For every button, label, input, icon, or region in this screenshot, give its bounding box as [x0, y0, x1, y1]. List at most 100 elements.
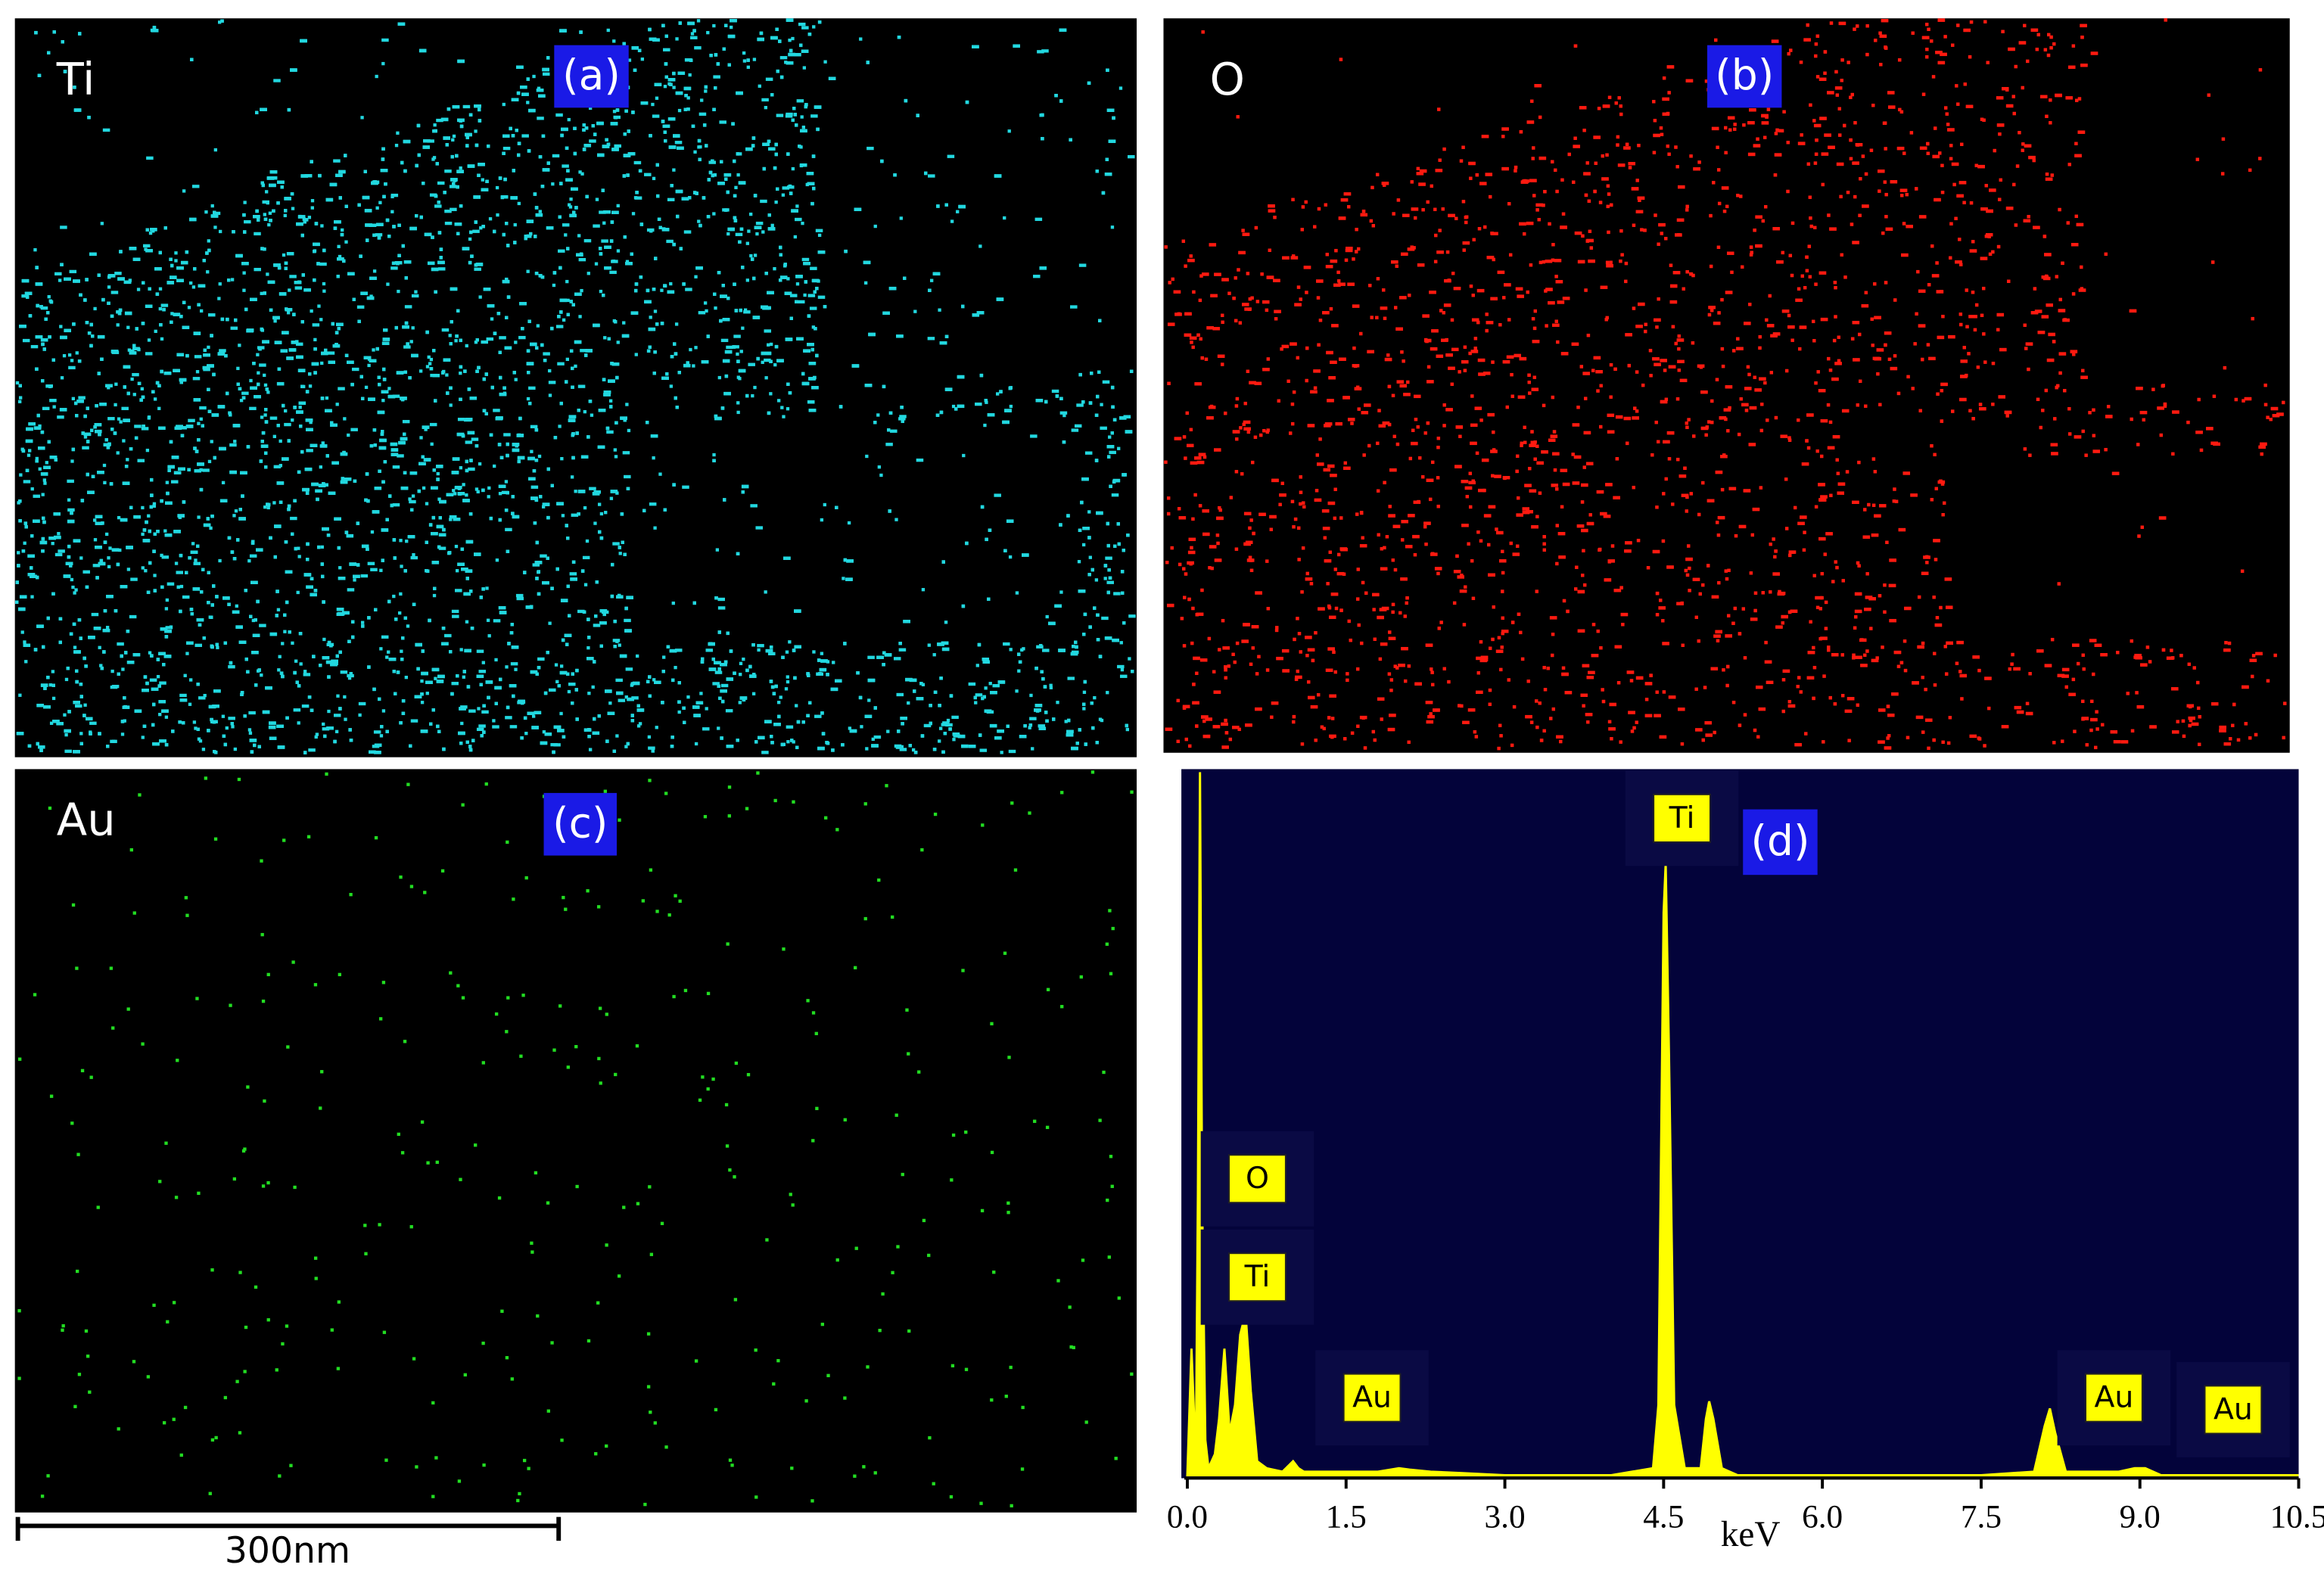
- map-dot: [1064, 720, 1068, 723]
- map-dot: [638, 722, 642, 726]
- map-dot: [521, 134, 529, 138]
- map-dot: [281, 642, 285, 645]
- map-dot: [992, 684, 1000, 688]
- map-dot: [612, 110, 617, 114]
- map-dot: [865, 747, 869, 751]
- map-dot: [952, 738, 956, 742]
- map-dot: [586, 645, 590, 650]
- map-dot: [801, 26, 809, 30]
- map-dot: [30, 344, 39, 349]
- map-dot: [784, 61, 788, 64]
- map-dot: [52, 405, 56, 409]
- map-dot: [526, 101, 530, 104]
- map-dot: [107, 565, 111, 569]
- map-dot: [63, 713, 67, 717]
- map-dot: [372, 269, 377, 273]
- map-dot: [1100, 426, 1107, 430]
- map-dot: [975, 402, 982, 406]
- map-dot: [327, 351, 335, 355]
- map-dot: [397, 454, 404, 458]
- map-dot: [611, 260, 618, 263]
- map-dot: [578, 170, 582, 174]
- map-dot: [786, 277, 790, 281]
- map-dot: [297, 546, 300, 550]
- map-dot: [1056, 701, 1059, 705]
- map-dot: [51, 670, 55, 673]
- map-dot: [746, 65, 750, 69]
- map-dot: [100, 222, 104, 226]
- map-dot: [179, 584, 184, 589]
- map-dot: [419, 436, 423, 440]
- map-dot: [815, 229, 823, 232]
- map-dot: [801, 257, 810, 262]
- map-dot: [805, 182, 809, 187]
- map-dot: [1037, 50, 1044, 54]
- map-dot: [64, 749, 72, 753]
- map-dot: [755, 526, 763, 530]
- map-dot: [755, 232, 759, 236]
- map-dot: [477, 707, 481, 711]
- map-dot: [537, 454, 542, 459]
- map-dot: [694, 46, 702, 50]
- map-dot: [736, 410, 740, 415]
- map-dot: [978, 244, 982, 248]
- map-dot: [451, 138, 455, 142]
- map-dot: [478, 724, 486, 728]
- map-dot: [782, 186, 790, 190]
- map-dot: [387, 387, 391, 390]
- map-dot: [234, 509, 238, 513]
- map-dot: [472, 229, 480, 233]
- map-dot: [156, 674, 160, 679]
- map-dot: [460, 721, 464, 726]
- map-dot: [126, 568, 131, 571]
- map-dot: [425, 365, 430, 369]
- map-dot: [593, 224, 600, 228]
- map-dot: [216, 645, 219, 649]
- map-dot: [392, 394, 400, 398]
- map-dot: [502, 146, 511, 151]
- map-dot: [452, 134, 456, 138]
- map-dot: [631, 696, 639, 700]
- map-dot: [591, 685, 595, 689]
- map-dot: [633, 160, 642, 165]
- map-dot: [541, 505, 546, 509]
- map-dot: [73, 645, 77, 649]
- map-dot: [431, 157, 435, 161]
- map-dot: [333, 159, 341, 163]
- map-dot: [194, 355, 202, 359]
- map-dot: [486, 337, 494, 341]
- map-dot: [251, 618, 256, 623]
- map-dot: [434, 204, 442, 208]
- map-dot: [916, 458, 924, 462]
- map-dot: [1110, 226, 1115, 229]
- map-dot: [111, 684, 120, 689]
- map-dot: [703, 301, 708, 305]
- map-dot: [736, 375, 740, 379]
- map-dot: [117, 515, 121, 520]
- map-dot: [867, 698, 871, 702]
- map-dot: [38, 467, 42, 471]
- map-dot: [1029, 693, 1033, 698]
- map-dot: [985, 400, 988, 404]
- map-dot: [197, 515, 201, 519]
- map-dot: [538, 210, 542, 213]
- map-dot: [465, 440, 473, 444]
- map-dot: [674, 665, 677, 670]
- map-dot: [82, 570, 90, 574]
- map-dot: [597, 502, 602, 506]
- map-dot: [322, 281, 326, 286]
- map-dot: [70, 359, 74, 362]
- map-dot: [54, 552, 63, 557]
- map-dot: [248, 731, 253, 735]
- map-dot: [243, 201, 247, 204]
- map-dot: [622, 321, 626, 325]
- map-dot: [176, 571, 184, 574]
- map-dot: [218, 229, 222, 234]
- map-dot: [1008, 555, 1013, 559]
- map-dot: [677, 108, 682, 113]
- map-dot: [225, 726, 229, 730]
- map-dot: [174, 251, 178, 255]
- map-dot: [191, 542, 195, 546]
- map-dot: [410, 555, 418, 560]
- map-dot: [1106, 691, 1109, 695]
